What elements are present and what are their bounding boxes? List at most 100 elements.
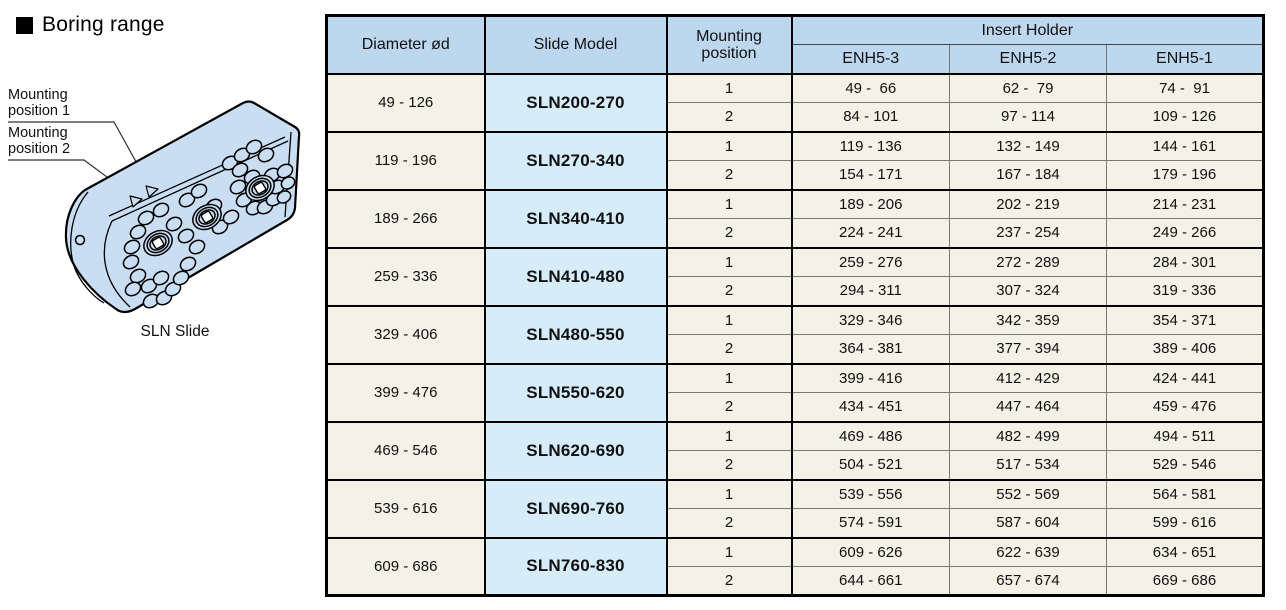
insert-range-cell: 434 - 451 <box>790 392 950 422</box>
insert-range-cell: 669 - 686 <box>1106 566 1264 596</box>
mounting-marker-1-icon <box>145 185 159 198</box>
table-row: 119 - 196 SLN270-340 1 119 - 136 132 - 149 14… <box>326 130 1264 190</box>
diameter-cell: 49 - 126 <box>326 72 485 132</box>
mounting-position-cell: 2 <box>665 102 792 132</box>
insert-range-cell: 294 - 311 <box>790 276 950 306</box>
mounting-position-2-line1: Mounting <box>8 125 68 141</box>
col-header-enh5-1: ENH5-1 <box>1106 44 1264 75</box>
insert-range-cell: 482 - 499 <box>949 420 1107 451</box>
insert-range-cell: 399 - 416 <box>790 362 950 393</box>
col-header-diameter: Diameter ød <box>326 15 485 75</box>
insert-range-cell: 307 - 324 <box>949 276 1107 306</box>
mounting-position-cell: 1 <box>665 362 792 393</box>
insert-range-cell: 249 - 266 <box>1106 218 1264 248</box>
insert-range-cell: 364 - 381 <box>790 334 950 364</box>
mounting-position-cell: 1 <box>665 304 792 335</box>
insert-range-cell: 119 - 136 <box>790 130 950 161</box>
diameter-cell: 609 - 686 <box>326 536 485 596</box>
insert-range-cell: 224 - 241 <box>790 218 950 248</box>
table-row: 2 294 - 311 307 - 324 319 - 336 <box>327 276 1264 306</box>
table-row: 2 574 - 591 587 - 604 599 - 616 <box>327 508 1264 538</box>
slide-model-cell: SLN340-410 <box>483 188 667 248</box>
table-row: 49 - 126 SLN200-270 1 49 - 66 62 - 79 74 - 91 <box>326 72 1264 132</box>
insert-range-cell: 284 - 301 <box>1106 246 1264 277</box>
insert-range-cell: 517 - 534 <box>949 450 1107 480</box>
insert-range-cell: 587 - 604 <box>949 508 1107 538</box>
boring-table-body: 49 - 126 SLN200-270 1 49 - 66 62 - 79 74 - 91… <box>326 72 1264 596</box>
table-row: 2 224 - 241 237 - 254 249 - 266 <box>327 218 1264 248</box>
col-header-mounting-position: Mounting position <box>665 15 792 75</box>
mounting-position-cell: 1 <box>665 246 792 277</box>
insert-range-cell: 552 - 569 <box>949 478 1107 509</box>
table-row: 609 - 686 SLN760-830 1 609 - 626 622 - 639 63… <box>326 536 1264 596</box>
slide-model-cell: SLN270-340 <box>483 130 667 190</box>
mounting-header-line1: Mounting <box>696 27 762 45</box>
insert-range-cell: 657 - 674 <box>949 566 1107 596</box>
table-row: 2 154 - 171 167 - 184 179 - 196 <box>327 160 1264 190</box>
cap-hole <box>74 234 86 246</box>
insert-range-cell: 97 - 114 <box>949 102 1107 132</box>
insert-range-cell: 644 - 661 <box>790 566 950 596</box>
insert-range-cell: 459 - 476 <box>1106 392 1264 422</box>
insert-range-cell: 634 - 651 <box>1106 536 1264 567</box>
insert-range-cell: 189 - 206 <box>790 188 950 219</box>
table-row: 2 504 - 521 517 - 534 529 - 546 <box>327 450 1264 480</box>
mounting-position-cell: 1 <box>665 478 792 509</box>
table-row: 469 - 546 SLN620-690 1 469 - 486 482 - 499 49… <box>326 420 1264 480</box>
mounting-position-cell: 2 <box>665 392 792 422</box>
mounting-header-line2: position <box>701 44 757 62</box>
insert-range-cell: 354 - 371 <box>1106 304 1264 335</box>
mounting-position-1-label: Mounting position 1 <box>8 87 70 119</box>
socket-bores <box>143 174 275 257</box>
mounting-position-cell: 1 <box>665 536 792 567</box>
mounting-marker-2-icon <box>129 195 143 208</box>
mounting-position-cell: 1 <box>665 420 792 451</box>
col-header-enh5-3: ENH5-3 <box>790 44 950 75</box>
header-row-1: Diameter ød Slide Model Mounting positio… <box>326 15 1264 75</box>
insert-range-cell: 154 - 171 <box>790 160 950 190</box>
insert-range-cell: 529 - 546 <box>1106 450 1264 480</box>
insert-range-cell: 447 - 464 <box>949 392 1107 422</box>
section-title-text: Boring range <box>42 13 165 36</box>
table-row: 2 644 - 661 657 - 674 669 - 686 <box>327 566 1264 596</box>
insert-range-cell: 574 - 591 <box>790 508 950 538</box>
section-bullet-icon <box>16 16 33 34</box>
insert-range-cell: 504 - 521 <box>790 450 950 480</box>
section-title: Boring range <box>16 13 165 37</box>
table-row: 399 - 476 SLN550-620 1 399 - 416 412 - 429 42… <box>326 362 1264 422</box>
mounting-position-cell: 1 <box>665 188 792 219</box>
header-row-2: ENH5-3 ENH5-2 ENH5-1 <box>327 44 1264 75</box>
insert-range-cell: 144 - 161 <box>1106 130 1264 161</box>
table-row: 2 434 - 451 447 - 464 459 - 476 <box>327 392 1264 422</box>
insert-range-cell: 622 - 639 <box>949 536 1107 567</box>
insert-range-cell: 539 - 556 <box>790 478 950 509</box>
boring-range-table: Diameter ød Slide Model Mounting positio… <box>325 14 1265 597</box>
insert-range-cell: 74 - 91 <box>1106 72 1264 103</box>
insert-range-cell: 609 - 626 <box>790 536 950 567</box>
insert-range-cell: 389 - 406 <box>1106 334 1264 364</box>
table-row: 259 - 336 SLN410-480 1 259 - 276 272 - 289 28… <box>326 246 1264 306</box>
diameter-cell: 189 - 266 <box>326 188 485 248</box>
mounting-position-2-label: Mounting position 2 <box>8 125 70 157</box>
col-header-slide-model: Slide Model <box>483 15 667 75</box>
mounting-position-cell: 2 <box>665 450 792 480</box>
sln-slide-illustration <box>8 100 301 314</box>
table-row: 189 - 266 SLN340-410 1 189 - 206 202 - 219 21… <box>326 188 1264 248</box>
insert-range-cell: 377 - 394 <box>949 334 1107 364</box>
insert-range-cell: 62 - 79 <box>949 72 1107 103</box>
col-header-enh5-2: ENH5-2 <box>949 44 1107 75</box>
mounting-position-cell: 1 <box>665 72 792 103</box>
insert-range-cell: 179 - 196 <box>1106 160 1264 190</box>
left-cap-edge <box>103 220 131 308</box>
mounting-position-1-line1: Mounting <box>8 87 68 103</box>
mounting-position-cell: 2 <box>665 276 792 306</box>
slide-model-cell: SLN620-690 <box>483 420 667 480</box>
insert-range-cell: 424 - 441 <box>1106 362 1264 393</box>
insert-range-cell: 202 - 219 <box>949 188 1107 219</box>
slide-model-cell: SLN480-550 <box>483 304 667 364</box>
table-row: 2 364 - 381 377 - 394 389 - 406 <box>327 334 1264 364</box>
insert-range-cell: 84 - 101 <box>790 102 950 132</box>
col-header-insert-holder: Insert Holder <box>790 15 1264 45</box>
insert-range-cell: 109 - 126 <box>1106 102 1264 132</box>
